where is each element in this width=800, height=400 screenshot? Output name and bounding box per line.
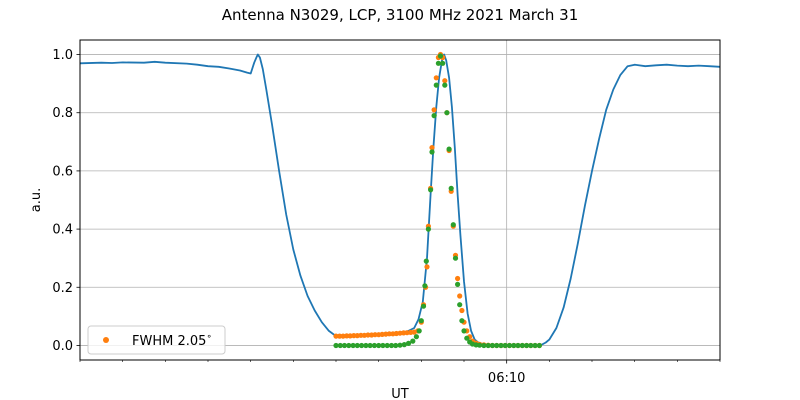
scatter-point [461,328,467,334]
scatter-point [532,342,538,349]
scatter-point [506,342,513,349]
y-axis-label: a.u. [29,188,44,212]
scatter-point [380,342,386,349]
scatter-point [410,338,416,344]
scatter-point [341,342,348,349]
scatter-point [440,60,446,66]
axis-ticks: 0.0 0.2 0.4 0.6 0.8 1.0 06:10 [52,48,721,386]
scatter-point [459,307,465,314]
scatter-point [459,318,465,324]
series-line [79,53,721,348]
scatter-point [397,342,403,348]
x-tick-label: 06:10 [488,371,525,386]
scatter-point [481,342,487,349]
legend-label-degree: ∘ [206,332,212,342]
scatter-point [442,78,448,84]
scatter-point [386,331,392,337]
scatter-point [528,342,534,349]
y-tick-label: 0.0 [52,339,73,354]
scatter-point [359,342,365,349]
scatter-point [388,342,395,349]
scatter-point [455,281,461,287]
legend-label-text: FWHM 2.05 [132,334,206,349]
scatter-point [442,82,448,88]
scatter-point [422,283,428,289]
scatter-point [346,342,352,349]
scatter-point [489,342,495,349]
scatter-point [365,332,371,338]
scatter-point [420,303,427,309]
scatter-point [444,110,450,116]
scatter-point [367,342,373,349]
legend-label: FWHM 2.05∘ [132,332,212,349]
scatter-point [413,334,419,340]
y-tick-label: 0.8 [52,106,73,121]
scatter-point [511,342,517,349]
scatter-point [425,226,431,232]
scatter-point [418,318,424,324]
scatter-point [433,75,439,81]
scatter-point [452,255,459,261]
scatter-point [372,332,378,338]
y-tick-label: 1.0 [52,48,73,63]
scatter-point [457,293,463,299]
scatter-point [333,342,339,349]
scatter-point [431,113,437,119]
x-axis-label: UT [391,387,409,400]
scatter-point [446,146,452,152]
legend: FWHM 2.05∘ [87,325,226,355]
scatter-point [494,342,500,349]
y-tick-label: 0.2 [52,281,73,296]
y-tick-label: 0.6 [52,164,73,179]
legend-frame [87,325,226,355]
scatter-point [450,222,456,228]
scatter-point [433,82,439,88]
scatter-point [363,342,369,349]
scatter-point [515,342,521,349]
scatter-point [401,342,407,348]
chart-title: Antenna N3029, LCP, 3100 MHz 2021 March … [222,6,579,24]
scatter-point [371,342,377,349]
scatter-point [448,185,454,191]
scatter-point [350,342,356,349]
scatter-point [455,275,461,282]
scatter-point [405,340,412,346]
scatter-point [502,342,508,349]
scatter-point [457,302,463,308]
scatter-point [524,342,530,349]
axes-frame [79,39,721,361]
scatter-point [536,342,543,349]
scatter-series-2 [333,53,543,349]
scatter-point [376,342,382,349]
scatter-point [354,342,360,349]
scatter-point [416,328,422,334]
scatter-point [393,342,399,349]
legend-marker-orange [103,337,109,343]
scatter-point [431,107,437,113]
scatter-point [477,342,483,348]
scatter-point [428,187,434,193]
scatter-point [424,264,430,270]
scatter-point [333,333,339,339]
scatter-point [429,145,435,151]
scatter-point [498,342,504,349]
y-tick-label: 0.4 [52,223,73,238]
scatter-point [384,342,390,349]
plot-area [79,51,721,349]
scatter-point [423,258,429,264]
scatter-point [437,53,444,59]
scatter-point [519,342,525,349]
scatter-point [485,342,491,349]
scatter-point [429,149,435,155]
scatter-point [435,60,441,66]
scatter-point [464,335,470,341]
scatter-point [337,342,343,349]
